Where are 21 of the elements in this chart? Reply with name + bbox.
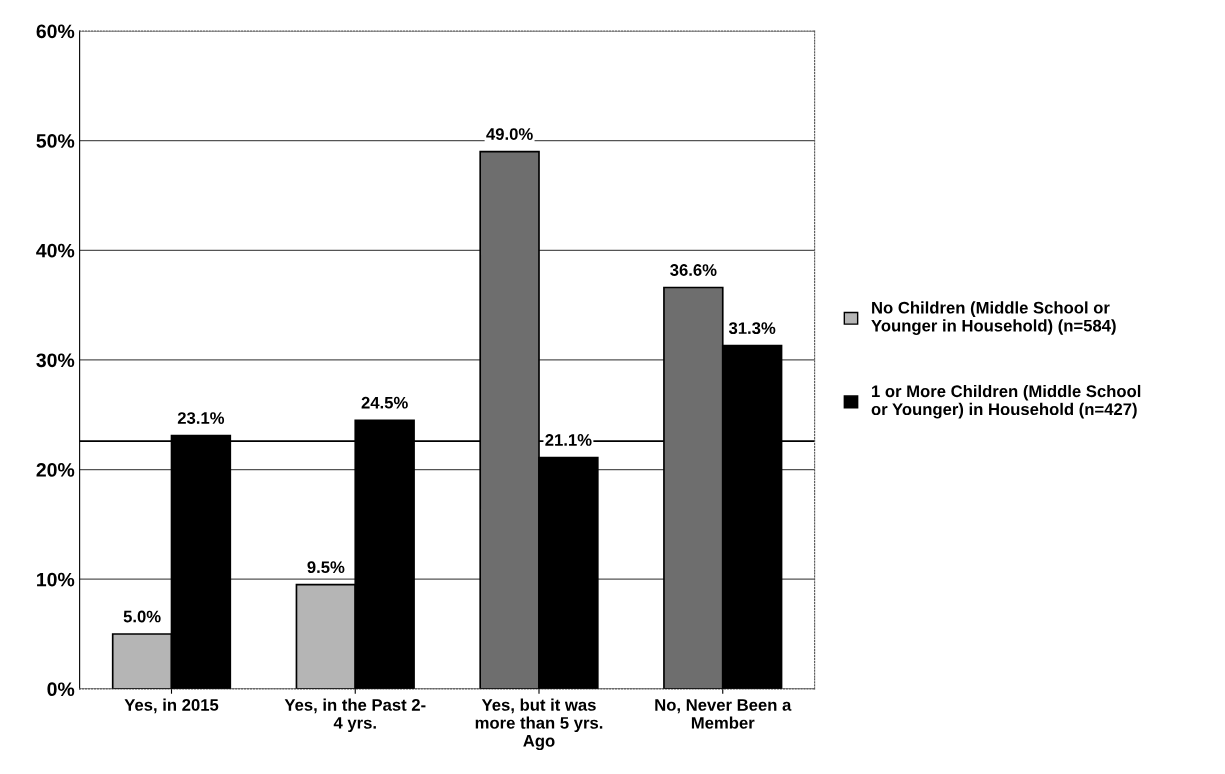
y-tick-label: 60% — [36, 24, 75, 39]
y-tick-label: 50% — [36, 134, 75, 148]
legend-label: No Children (Middle School or Younger in Household) (n=584) — [871, 301, 1116, 335]
x-tick-label: Yes, in 2015 — [124, 698, 219, 714]
data-label: 21.1% — [545, 434, 592, 446]
data-label: 31.3% — [728, 322, 776, 335]
y-tick-label: 30% — [36, 353, 75, 368]
x-tick-label: Yes, in the Past 2- 4 yrs. — [284, 698, 426, 733]
y-tick-label: 10% — [37, 572, 75, 587]
data-label: 24.5% — [361, 396, 408, 409]
y-tick-label: 40% — [36, 243, 75, 258]
x-tick-label: Yes, but it was more than 5 yrs. Ago — [475, 698, 603, 751]
x-tick-label: No, Never Been a Member — [655, 699, 792, 729]
data-label: 36.6% — [670, 264, 717, 276]
data-label: 9.5% — [307, 561, 345, 574]
data-label: 49.0% — [486, 128, 533, 140]
y-tick-label: 0% — [47, 682, 75, 697]
y-tick-label: 20% — [36, 463, 75, 477]
data-label: 23.1% — [177, 412, 225, 424]
data-label: 5.0% — [123, 610, 161, 623]
legend-label: 1 or More Children (Middle School or Younger) in Household (n=427) — [871, 384, 1141, 419]
